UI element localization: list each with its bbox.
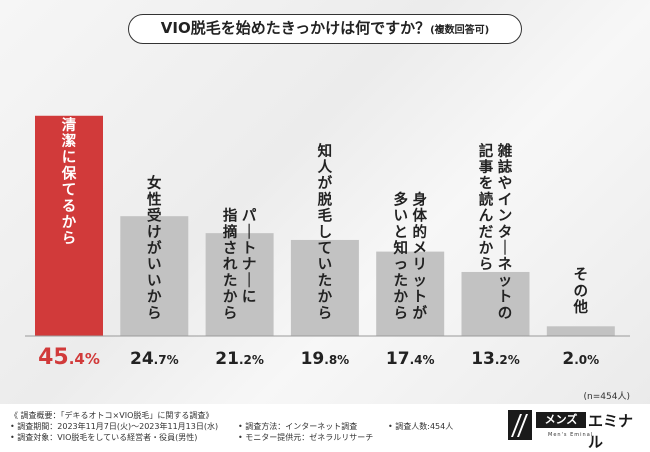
brand-logo: メンズ エミナル Men's Eminal bbox=[508, 408, 640, 451]
logo-text-mens: メンズ bbox=[536, 412, 586, 428]
category-label: 知人が脱毛していたから bbox=[318, 142, 333, 322]
value-label: 13.2% bbox=[471, 349, 520, 369]
chart-title-note: (複数回答可) bbox=[430, 25, 490, 36]
logo-text-eminal: エミナル bbox=[588, 412, 634, 451]
footer-line: 《 調査概要：「デキるオトコ×VIO脱毛」に関する調査》 bbox=[10, 411, 214, 420]
category-label: その他 bbox=[573, 268, 589, 316]
category-label: 多いと知ったから bbox=[393, 190, 408, 321]
sample-size-note: (n=454人) bbox=[583, 392, 630, 402]
category-label: 指摘されたから bbox=[223, 207, 238, 322]
bar bbox=[461, 271, 530, 336]
value-label: 17.4% bbox=[386, 349, 435, 369]
footer-line: • 調査方法：インターネット調査 bbox=[238, 422, 358, 431]
footer-line: • 調査対象：VIO脱毛をしている経営者・役員(男性) bbox=[10, 433, 198, 442]
footer-survey-method: • 調査方法：インターネット調査 • モニター提供元：ゼネラルリサーチ bbox=[238, 421, 373, 443]
bar bbox=[376, 251, 445, 336]
footer-survey-overview: 《 調査概要：「デキるオトコ×VIO脱毛」に関する調査》 • 調査期間：2023… bbox=[10, 410, 218, 443]
category-label: 記事を読んだから bbox=[479, 142, 494, 273]
chart-title-box: VIO脱毛を始めたきっかけは何ですか？(複数回答可) bbox=[128, 14, 522, 44]
category-label: 女性受けがいいから bbox=[147, 174, 162, 322]
value-label: 45.4% bbox=[38, 345, 100, 370]
footer-line: • 調査人数:454人 bbox=[388, 422, 454, 431]
bar bbox=[35, 115, 103, 336]
bar bbox=[546, 326, 615, 336]
logo-mark-icon bbox=[508, 410, 532, 440]
footer-survey-count: • 調査人数:454人 bbox=[388, 421, 453, 432]
value-label: 19.8% bbox=[301, 349, 350, 369]
category-label: 雑誌やインタ｜ネットの bbox=[497, 142, 513, 322]
bar bbox=[120, 216, 189, 336]
category-label: 清潔に保てるから bbox=[61, 116, 77, 247]
value-label: 24.7% bbox=[130, 349, 179, 369]
category-label: 身体的メリットが bbox=[412, 190, 427, 321]
bar bbox=[290, 239, 359, 336]
bar bbox=[205, 233, 274, 336]
bar-chart: 清潔に保てるから 45.4% 女性受けがいいから 24.7% パ｜トナ｜に指摘されたから… bbox=[25, 115, 630, 370]
value-label: 2.0% bbox=[562, 349, 599, 369]
footer-line: • モニター提供元：ゼネラルリサーチ bbox=[238, 433, 374, 442]
logo-tagline: Men's Eminal bbox=[548, 432, 594, 438]
footer-line: • 調査期間：2023年11月7日(火)〜2023年11月13日(水) bbox=[10, 422, 219, 431]
value-label: 21.2% bbox=[215, 349, 264, 369]
chart-title: VIO脱毛を始めたきっかけは何ですか？ bbox=[160, 19, 431, 37]
category-label: パ｜トナ｜に bbox=[242, 208, 257, 306]
